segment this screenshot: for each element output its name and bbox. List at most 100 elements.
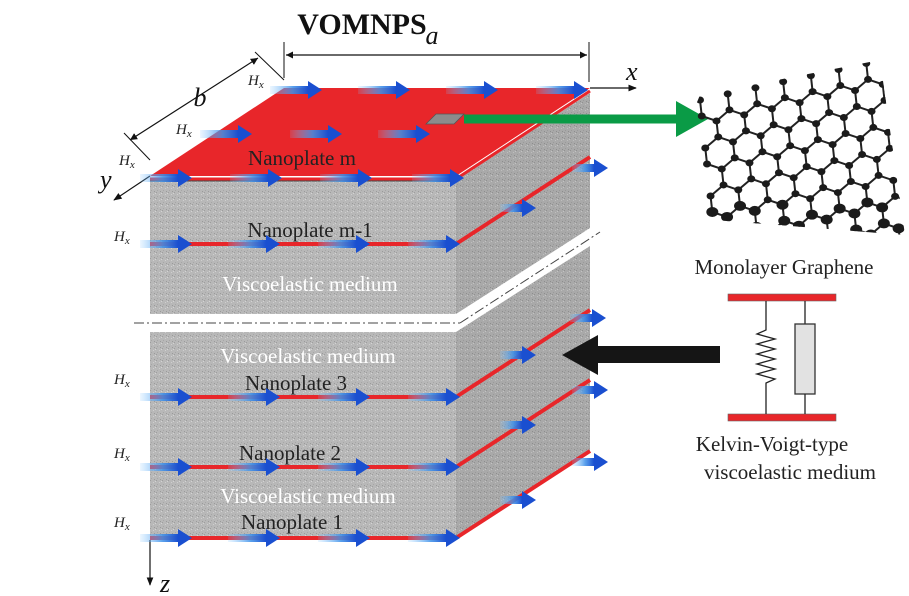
carbon-atom xyxy=(846,178,855,186)
top-plate-surface xyxy=(150,88,590,176)
field-arrow-16 xyxy=(228,388,280,406)
field-arrow-25 xyxy=(318,529,370,547)
carbon-atom xyxy=(730,154,739,162)
carbon-atom xyxy=(880,96,889,104)
carbon-atom xyxy=(808,88,817,96)
hx-label-top-front: Hx xyxy=(118,153,135,171)
carbon-atom xyxy=(767,243,779,253)
carbon-atom xyxy=(836,82,845,90)
field-arrow-13 xyxy=(318,235,370,253)
carbon-atom xyxy=(862,60,871,67)
field-arrow-23 xyxy=(140,529,192,547)
field-arrow-2 xyxy=(446,81,498,99)
carbon-atom xyxy=(864,229,877,235)
dimension-a-label: a xyxy=(426,21,439,50)
carbon-atom xyxy=(791,190,800,198)
dimension-b: b xyxy=(123,51,285,161)
carbon-atom xyxy=(830,157,839,165)
lower-block: Viscoelastic medium Nanoplate 3 Nanoplat… xyxy=(150,246,592,540)
carbon-atom xyxy=(869,123,878,131)
field-arrow-34 xyxy=(572,453,608,471)
carbon-atom xyxy=(741,127,750,135)
carbon-atom xyxy=(864,75,873,83)
carbon-atom xyxy=(856,134,865,142)
carbon-atom xyxy=(839,114,848,122)
field-arrow-19 xyxy=(140,458,192,476)
field-arrow-15 xyxy=(140,388,192,406)
dimension-b-label: b xyxy=(194,83,207,112)
carbon-atom xyxy=(876,202,889,213)
graphene-lattice xyxy=(696,60,906,253)
label-lower-medium-top: Viscoelastic medium xyxy=(220,344,395,368)
field-arrow-5 xyxy=(290,125,342,143)
label-nanoplate-m: Nanoplate m xyxy=(248,146,356,170)
carbon-atom xyxy=(858,150,867,158)
carbon-atom xyxy=(884,128,893,136)
carbon-atom xyxy=(701,144,710,152)
carbon-atom xyxy=(778,215,791,226)
field-arrow-17 xyxy=(318,388,370,406)
field-arrow-12 xyxy=(228,235,280,253)
carbon-atom xyxy=(745,159,754,167)
graphene-sample-patch xyxy=(425,113,465,125)
carbon-atom xyxy=(779,78,788,86)
carbon-atom xyxy=(780,94,789,102)
carbon-atom xyxy=(748,205,761,216)
carbon-atom xyxy=(734,200,747,211)
magnetic-field-arrows xyxy=(140,81,608,547)
carbon-atom xyxy=(874,171,883,179)
field-arrow-9 xyxy=(320,169,372,187)
carbon-atom xyxy=(828,141,837,149)
field-arrow-10 xyxy=(412,169,464,187)
kelvin-bottom-plate xyxy=(727,413,837,422)
label-nanoplate-2: Nanoplate 2 xyxy=(239,441,341,465)
carbon-atom xyxy=(867,107,876,115)
x-axis-label: x xyxy=(625,57,638,86)
field-arrow-26 xyxy=(408,529,460,547)
label-nanoplate-1: Nanoplate 1 xyxy=(241,510,343,534)
label-nanoplate-3: Nanoplate 3 xyxy=(245,371,347,395)
carbon-atom xyxy=(823,93,832,101)
carbon-atom xyxy=(825,109,834,117)
black-arrow xyxy=(562,335,720,375)
carbon-atom xyxy=(758,148,767,156)
field-arrow-0 xyxy=(270,81,322,99)
carbon-atom xyxy=(861,182,870,190)
carbon-atom xyxy=(894,239,906,249)
field-arrow-1 xyxy=(358,81,410,99)
hx-label-plate-1: Hx xyxy=(113,515,130,533)
field-arrow-32 xyxy=(572,381,608,399)
carbon-atom xyxy=(822,230,835,235)
carbon-atom xyxy=(806,72,815,80)
carbon-atom xyxy=(805,209,818,220)
carbon-atom xyxy=(706,207,719,217)
carbon-atom xyxy=(878,80,887,88)
carbon-atom xyxy=(800,147,809,155)
carbon-atom xyxy=(734,186,743,194)
hx-label-plate-3: Hx xyxy=(113,372,130,390)
carbon-atom xyxy=(717,165,726,173)
carbon-atom xyxy=(719,181,728,189)
graphene-label: Monolayer Graphene xyxy=(694,255,873,279)
carbon-atom xyxy=(740,111,749,119)
carbon-atom xyxy=(845,162,854,170)
carbon-atom xyxy=(820,214,833,225)
carbon-atom xyxy=(753,100,762,108)
carbon-atom xyxy=(852,102,861,110)
field-arrow-21 xyxy=(318,458,370,476)
carbon-atom xyxy=(784,126,793,134)
kelvin-label-line2: viscoelastic medium xyxy=(704,460,876,484)
kelvin-label-line1: Kelvin-Voigt-type xyxy=(696,432,848,456)
carbon-atom xyxy=(706,192,715,200)
carbon-atom xyxy=(773,153,782,161)
kelvin-voigt-model xyxy=(727,293,837,422)
carbon-atom xyxy=(710,239,722,249)
carbon-atom xyxy=(697,112,706,120)
carbon-atom xyxy=(891,192,900,200)
field-arrow-33 xyxy=(500,491,536,509)
carbon-atom xyxy=(714,133,723,141)
field-arrow-7 xyxy=(140,169,192,187)
green-arrow xyxy=(464,101,708,137)
z-axis-label: z xyxy=(159,569,170,596)
hx-label-plate-m-1: Hx xyxy=(113,229,130,247)
